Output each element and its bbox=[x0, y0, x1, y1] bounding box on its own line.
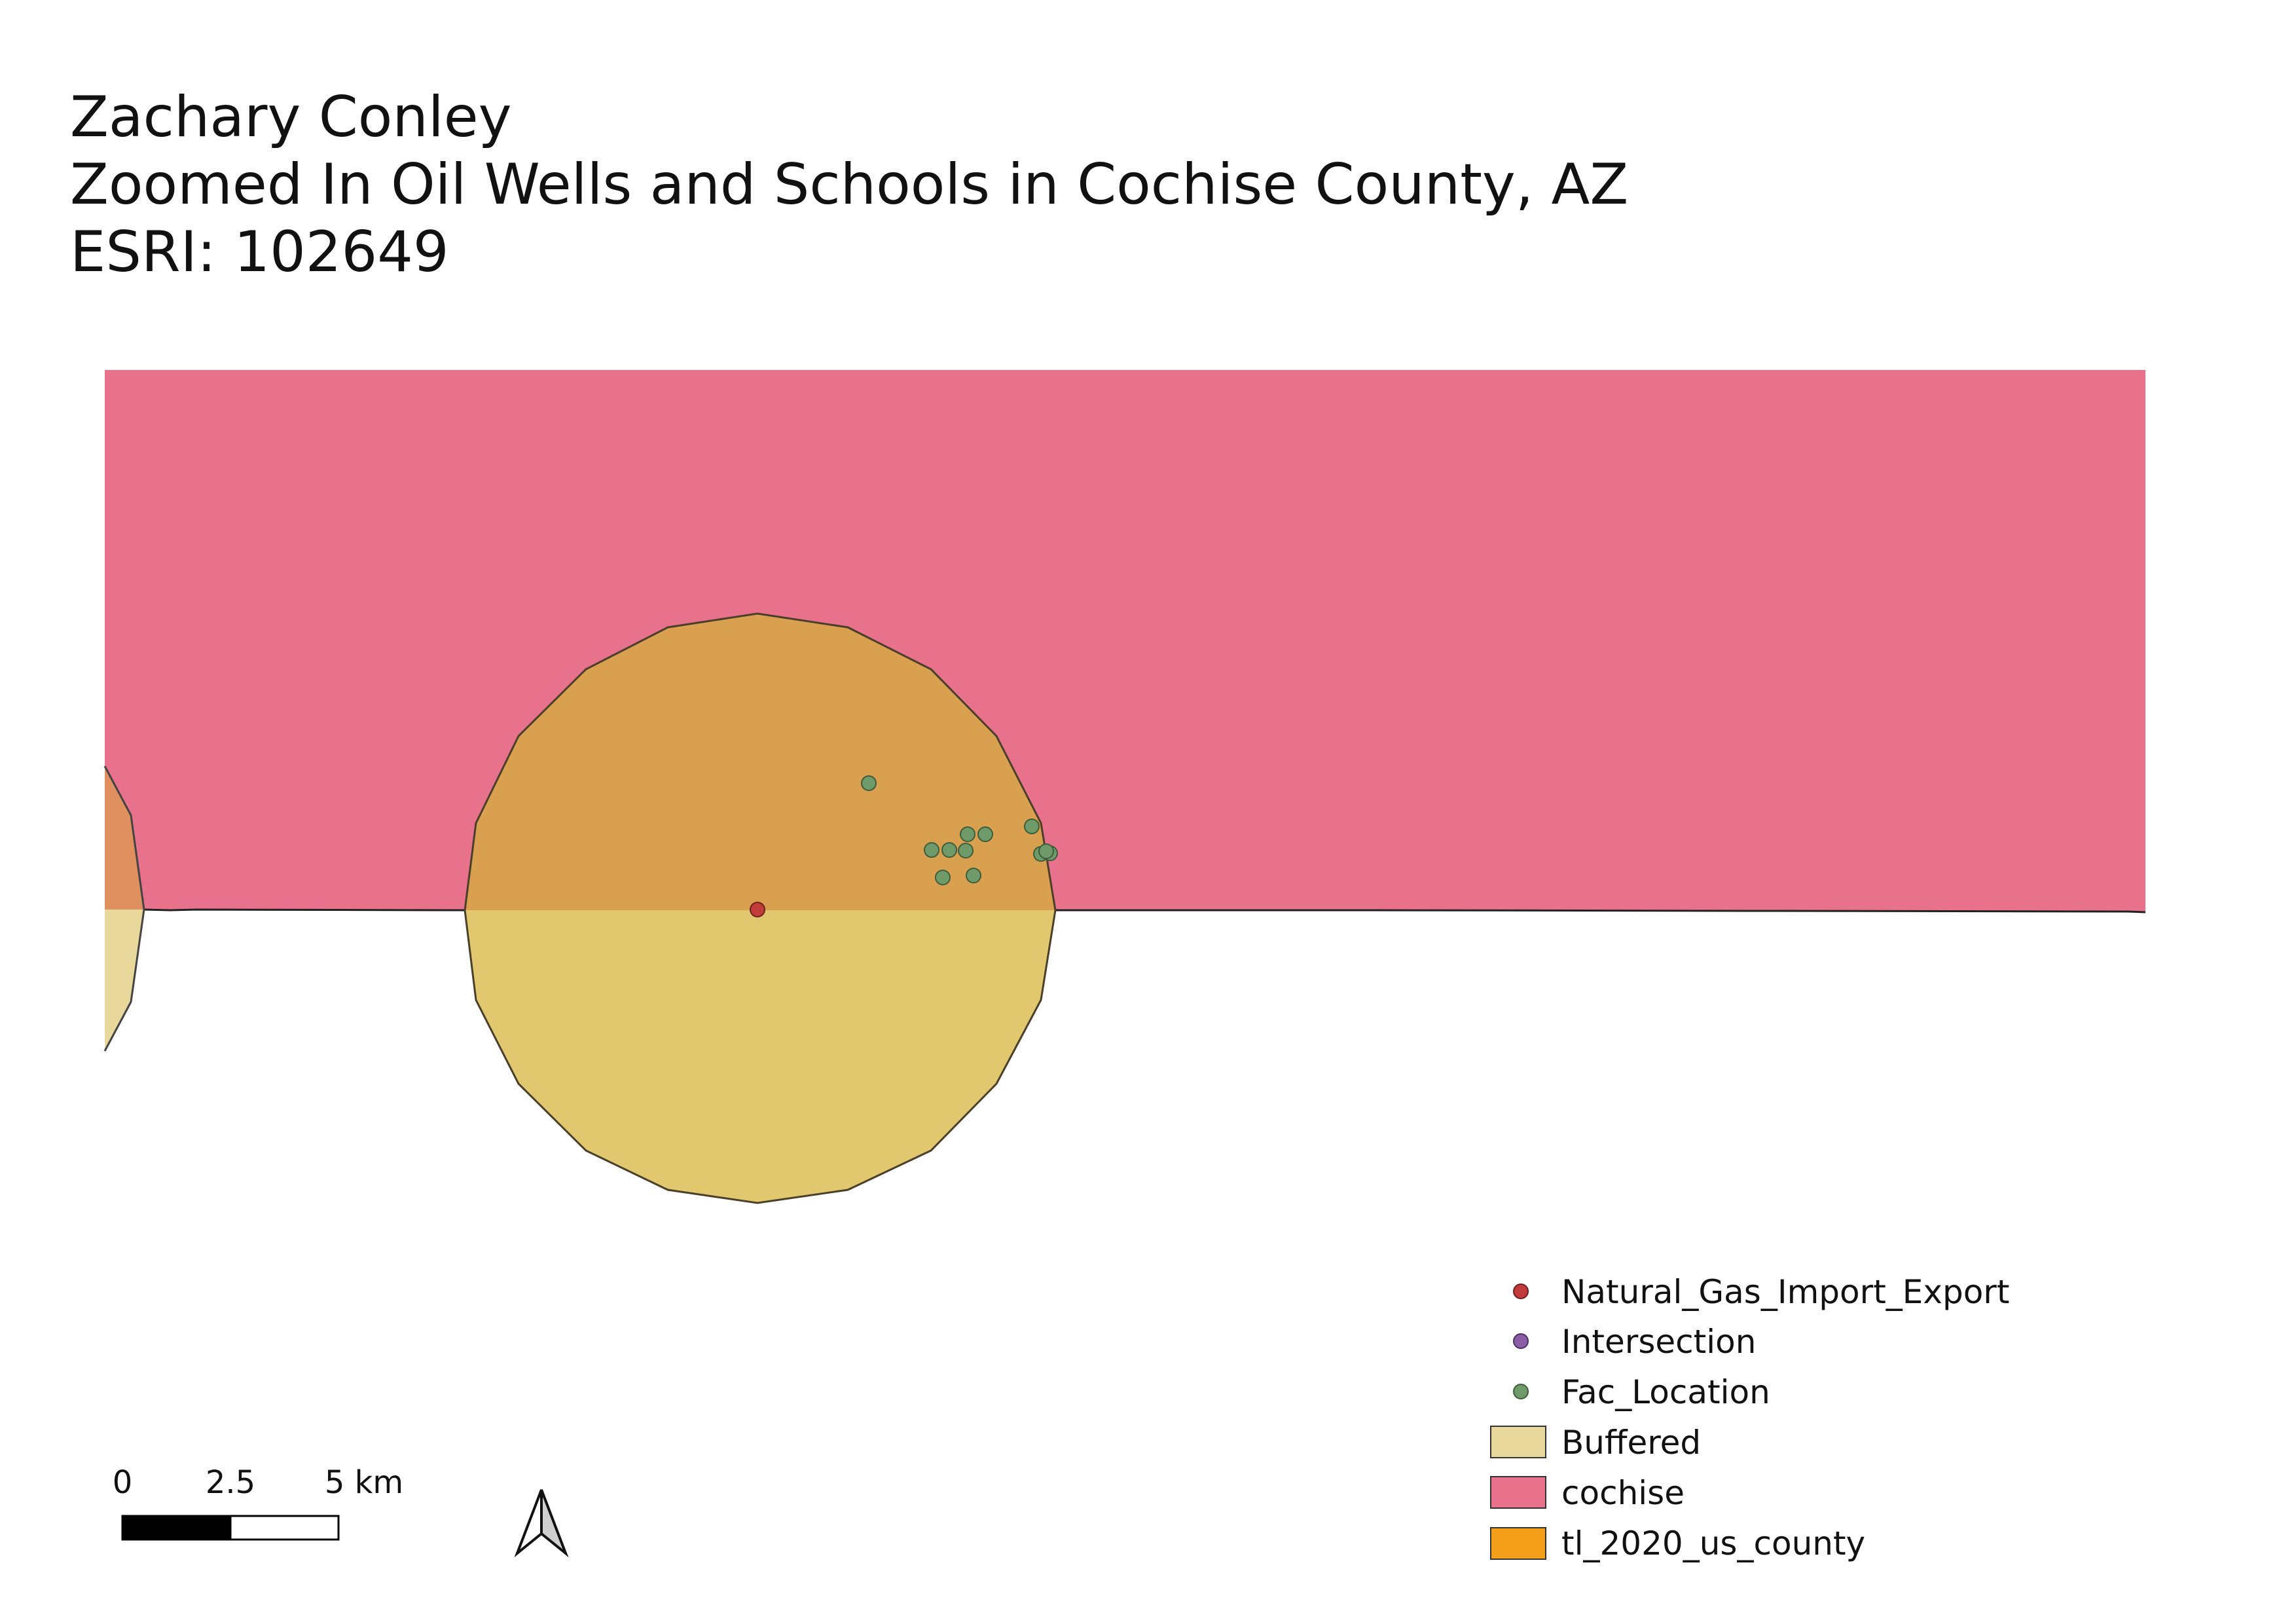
facility-point[interactable] bbox=[958, 843, 974, 858]
facility-point[interactable] bbox=[941, 842, 957, 858]
north-arrow-icon bbox=[514, 1489, 569, 1558]
facility-point[interactable] bbox=[1024, 819, 1040, 834]
facility-point[interactable] bbox=[1038, 843, 1054, 859]
legend-facility-label: Fac_Location bbox=[1561, 1373, 1770, 1411]
cochise-layer bbox=[105, 370, 2146, 913]
map-title: Zoomed In Oil Wells and Schools in Cochi… bbox=[70, 152, 1629, 217]
legend-buffered-label: Buffered bbox=[1561, 1424, 1701, 1462]
legend-cochise-label: cochise bbox=[1561, 1474, 1685, 1512]
scale-label-zero: 0 bbox=[113, 1464, 133, 1501]
left-buffer-over-county[interactable] bbox=[105, 766, 144, 910]
facility-location-points bbox=[861, 775, 1058, 885]
legend-cochise-patch bbox=[1490, 1476, 1546, 1509]
legend-intersection-symbol bbox=[1513, 1333, 1529, 1349]
scale-bar-white-segment bbox=[229, 1515, 340, 1541]
facility-point[interactable] bbox=[966, 868, 981, 883]
scale-label-end: 5 km bbox=[325, 1464, 403, 1501]
scale-bar-black-segment bbox=[121, 1515, 232, 1541]
natural-gas-point[interactable] bbox=[750, 902, 765, 917]
left-partial-buffer bbox=[103, 766, 145, 1052]
legend-natural-gas-symbol bbox=[1513, 1283, 1529, 1299]
facility-point[interactable] bbox=[935, 870, 951, 885]
legend-facility-symbol bbox=[1513, 1384, 1529, 1399]
main-buffer bbox=[464, 612, 1057, 1204]
author-name: Zachary Conley bbox=[70, 84, 512, 150]
projection-label: ESRI: 102649 bbox=[70, 219, 449, 285]
scale-label-mid: 2.5 bbox=[206, 1464, 255, 1501]
facility-point[interactable] bbox=[977, 826, 993, 842]
legend-natural-gas-label: Natural_Gas_Import_Export bbox=[1561, 1273, 2009, 1311]
buffer-outline bbox=[464, 612, 1057, 1204]
legend-intersection-label: Intersection bbox=[1561, 1323, 1756, 1361]
legend-county-patch bbox=[1490, 1527, 1546, 1560]
buffer-over-county[interactable] bbox=[465, 614, 1055, 910]
legend-county-label: tl_2020_us_county bbox=[1561, 1524, 1865, 1562]
left-buffer-outline bbox=[103, 766, 145, 1052]
facility-point[interactable] bbox=[924, 842, 939, 858]
natural-gas-points bbox=[750, 902, 765, 917]
map-legend: Natural_Gas_Import_Export Intersection F… bbox=[1490, 1273, 2009, 1562]
map-title-block: Zachary Conley Zoomed In Oil Wells and S… bbox=[70, 84, 1772, 286]
legend-buffered-patch bbox=[1490, 1426, 1546, 1458]
scale-bar: 0 2.5 5 km bbox=[113, 1464, 403, 1541]
facility-point[interactable] bbox=[861, 775, 877, 791]
cochise-county-polygon[interactable] bbox=[105, 370, 2145, 912]
facility-point[interactable] bbox=[960, 826, 975, 842]
buffer-outside-county[interactable] bbox=[465, 910, 1055, 1203]
left-buffer-outside-county[interactable] bbox=[105, 910, 144, 1051]
